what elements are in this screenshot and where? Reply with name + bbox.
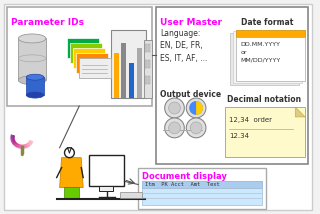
Text: 12,34  order: 12,34 order — [229, 117, 273, 123]
Ellipse shape — [26, 74, 44, 80]
Polygon shape — [60, 158, 83, 187]
Ellipse shape — [26, 92, 44, 98]
FancyBboxPatch shape — [26, 77, 44, 95]
Ellipse shape — [18, 76, 46, 85]
FancyBboxPatch shape — [145, 45, 147, 52]
Circle shape — [186, 98, 206, 118]
FancyBboxPatch shape — [148, 76, 150, 84]
Text: 12.34: 12.34 — [229, 133, 250, 139]
FancyBboxPatch shape — [145, 60, 147, 68]
Ellipse shape — [18, 34, 46, 43]
Circle shape — [169, 122, 180, 134]
FancyBboxPatch shape — [64, 187, 79, 199]
FancyBboxPatch shape — [144, 40, 152, 98]
FancyBboxPatch shape — [70, 43, 102, 63]
Polygon shape — [295, 107, 305, 117]
FancyBboxPatch shape — [99, 186, 113, 192]
FancyBboxPatch shape — [89, 155, 124, 186]
FancyBboxPatch shape — [76, 53, 108, 73]
Circle shape — [21, 153, 24, 156]
FancyBboxPatch shape — [79, 58, 111, 78]
FancyBboxPatch shape — [114, 53, 118, 98]
Circle shape — [165, 98, 184, 118]
FancyBboxPatch shape — [122, 43, 126, 98]
Circle shape — [190, 122, 202, 134]
Circle shape — [186, 118, 206, 138]
FancyBboxPatch shape — [156, 7, 308, 164]
Wedge shape — [196, 101, 203, 115]
FancyBboxPatch shape — [4, 4, 312, 210]
Text: DD.MM.YYYY
or
MM/DD/YYYY: DD.MM.YYYY or MM/DD/YYYY — [240, 42, 281, 62]
FancyBboxPatch shape — [142, 181, 262, 205]
FancyBboxPatch shape — [68, 39, 99, 58]
Text: Output device: Output device — [160, 90, 221, 99]
FancyBboxPatch shape — [138, 168, 266, 209]
Text: Date format: Date format — [241, 18, 294, 27]
FancyBboxPatch shape — [121, 192, 142, 198]
FancyBboxPatch shape — [148, 45, 150, 52]
FancyBboxPatch shape — [142, 181, 262, 189]
FancyBboxPatch shape — [73, 48, 105, 68]
FancyBboxPatch shape — [111, 31, 146, 98]
FancyBboxPatch shape — [233, 31, 302, 83]
FancyBboxPatch shape — [236, 37, 305, 81]
Text: Itm  PK Acct  Amt  Text: Itm PK Acct Amt Text — [145, 181, 220, 187]
FancyBboxPatch shape — [236, 30, 305, 37]
FancyBboxPatch shape — [225, 107, 305, 157]
Text: Document display: Document display — [142, 172, 227, 181]
Text: Parameter IDs: Parameter IDs — [11, 18, 84, 27]
FancyBboxPatch shape — [145, 76, 147, 84]
FancyBboxPatch shape — [18, 39, 46, 80]
FancyBboxPatch shape — [129, 63, 134, 98]
Circle shape — [169, 102, 180, 114]
Circle shape — [165, 118, 184, 138]
FancyBboxPatch shape — [7, 7, 152, 106]
Text: Decimal notation: Decimal notation — [227, 95, 301, 104]
Text: User Master: User Master — [160, 18, 222, 27]
Circle shape — [189, 101, 203, 115]
FancyBboxPatch shape — [230, 33, 299, 85]
FancyBboxPatch shape — [137, 48, 142, 98]
Text: Language:
EN, DE, FR,
ES, IT, AF, ...: Language: EN, DE, FR, ES, IT, AF, ... — [160, 28, 207, 62]
FancyBboxPatch shape — [148, 60, 150, 68]
